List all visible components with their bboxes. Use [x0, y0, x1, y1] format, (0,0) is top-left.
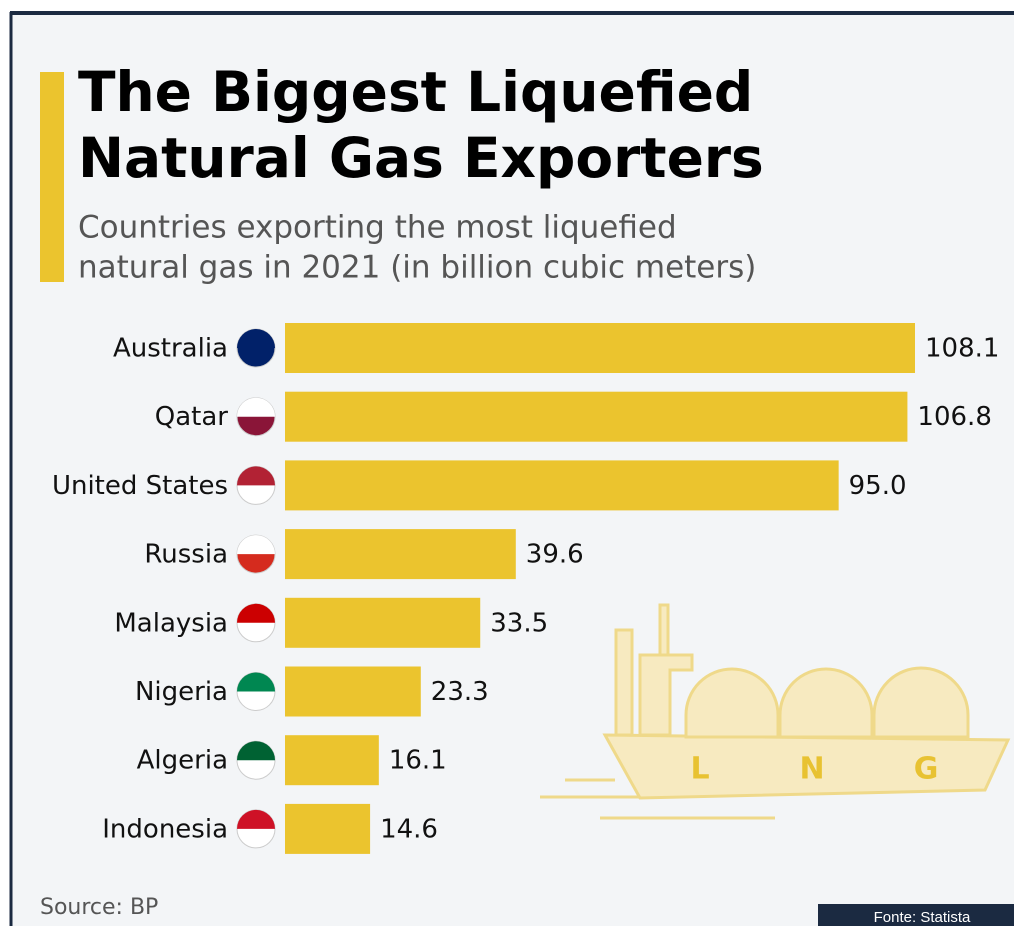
bar [285, 529, 516, 579]
chart: The Biggest Liquefied Natural Gas Export… [0, 0, 1014, 926]
category-label: Malaysia [114, 608, 228, 638]
chart-subtitle: Countries exporting the most liquefied [78, 210, 677, 246]
category-label: Australia [113, 334, 228, 364]
chart-subtitle: natural gas in 2021 (in billion cubic me… [78, 250, 756, 286]
value-label: 39.6 [526, 540, 584, 570]
bar [285, 392, 907, 442]
ship-letter: L [690, 752, 709, 787]
value-label: 33.5 [490, 608, 548, 638]
value-label: 23.3 [431, 677, 489, 707]
bar [285, 804, 370, 854]
category-label: Algeria [137, 746, 228, 776]
category-label: Indonesia [102, 814, 228, 844]
source: Source: BP [40, 895, 158, 920]
value-label: 14.6 [380, 814, 438, 844]
chart-title: The Biggest Liquefied [78, 60, 753, 124]
value-label: 106.8 [917, 402, 991, 432]
category-label: Qatar [155, 402, 229, 432]
value-label: 108.1 [925, 334, 999, 364]
accent-bar [40, 72, 64, 282]
value-label: 95.0 [849, 471, 907, 501]
category-label: Nigeria [135, 677, 228, 707]
ship-tanks [686, 668, 968, 737]
bar [285, 598, 480, 648]
credit: Fonte: Statista [874, 909, 971, 926]
category-label: Russia [144, 540, 228, 570]
ship-letter: G [914, 752, 939, 787]
bar [285, 735, 379, 785]
bar [285, 323, 915, 373]
bar [285, 667, 421, 717]
ship-letter: N [799, 752, 824, 787]
value-label: 16.1 [389, 746, 447, 776]
category-label: United States [52, 471, 228, 501]
chart-title: Natural Gas Exporters [78, 126, 764, 190]
bar [285, 460, 839, 510]
